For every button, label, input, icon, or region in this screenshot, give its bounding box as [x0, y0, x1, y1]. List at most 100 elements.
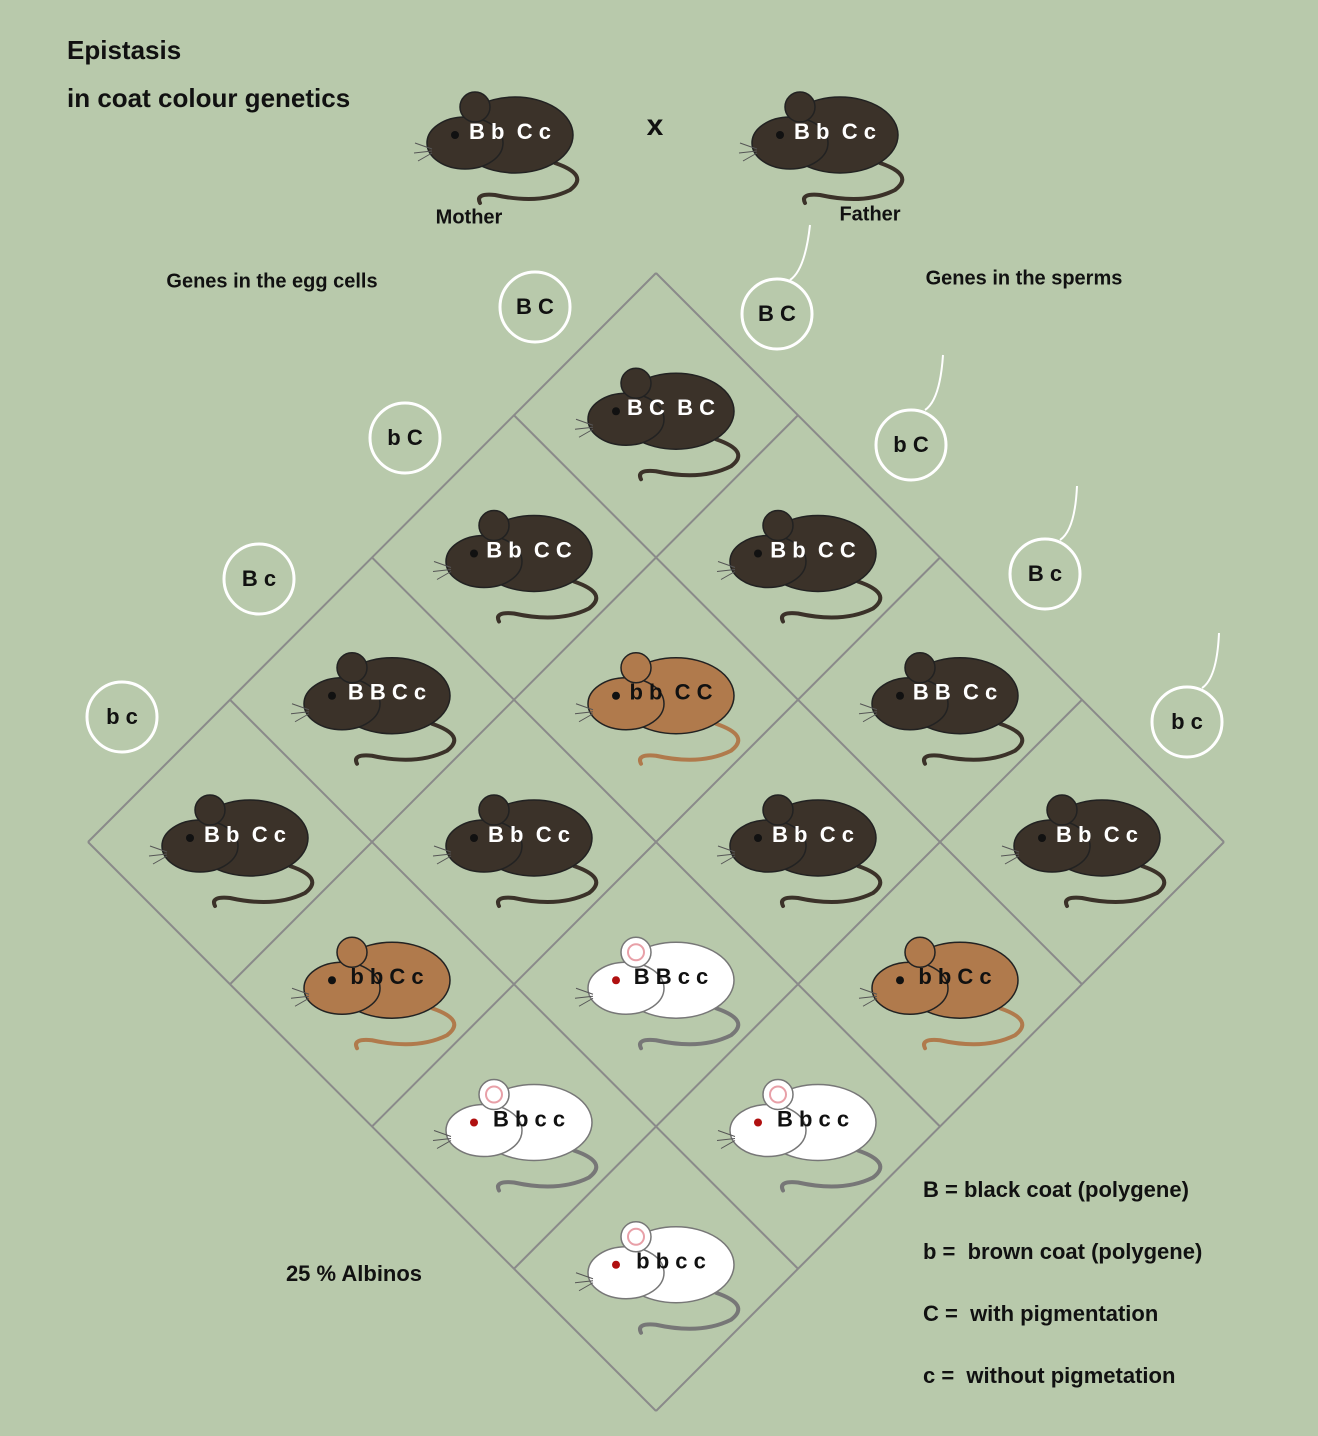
gamete-cell — [222, 542, 296, 616]
mouse-ear — [904, 652, 936, 684]
mouse-ear — [336, 936, 368, 968]
mouse-whiskers — [738, 142, 758, 162]
mouse-whiskers — [148, 845, 168, 865]
mouse-ear-inner — [627, 1227, 645, 1246]
sperm-tail — [924, 354, 944, 411]
genotype: B C B C — [627, 395, 715, 420]
genotype: B b C c — [1056, 822, 1138, 847]
gamete-genes: b c — [106, 704, 138, 729]
mouse-tail — [780, 864, 883, 908]
genotype: b b c c — [636, 1249, 706, 1274]
egg-label: Genes in the egg cells — [166, 270, 377, 292]
offspring-mouse: b b C c — [858, 936, 1025, 1051]
legend-item: B = black coat (polygene) — [923, 1177, 1189, 1202]
offspring-mouse: B b c c — [432, 1078, 599, 1193]
mouse-ear-inner — [485, 1085, 503, 1104]
mouse-eye — [612, 691, 620, 700]
father-mouse: B b C c — [738, 91, 905, 205]
genotype: B b C C — [770, 537, 856, 562]
mouse-eye — [328, 976, 336, 985]
gamete-cell — [368, 401, 442, 475]
genotype: b b C c — [918, 964, 991, 989]
offspring-mouse: B b C c — [148, 794, 315, 908]
mouse-whiskers — [413, 142, 433, 162]
gamete-cell — [85, 680, 159, 754]
mouse-eye — [754, 834, 762, 842]
sperm-tail — [1201, 632, 1220, 689]
offspring-mouse: B C B C — [574, 367, 741, 482]
gamete-genes: b C — [387, 425, 423, 450]
grid-line — [229, 699, 799, 1270]
mouse-tail — [354, 721, 457, 766]
mouse-ear — [620, 367, 652, 399]
gamete-genes: B c — [1028, 561, 1062, 586]
gamete-cell — [1008, 537, 1082, 611]
mouse-tail — [1064, 864, 1167, 908]
mouse-tail — [638, 1006, 741, 1051]
mouse-eye — [470, 1118, 478, 1127]
genotype: B b C c — [794, 119, 876, 144]
gamete-genes: b c — [1171, 709, 1203, 734]
mouse-whiskers — [1000, 845, 1020, 865]
mouse-tail — [780, 579, 883, 624]
mouse-tail — [496, 864, 599, 908]
mouse-eye — [451, 131, 459, 139]
gamete-cell — [1150, 685, 1224, 759]
sperm-tail — [789, 224, 811, 281]
mouse-ear — [904, 936, 936, 968]
mouse-ear — [762, 794, 794, 826]
father-label: Father — [839, 203, 900, 225]
mouse-whiskers — [858, 987, 878, 1007]
genotype: B b C c — [772, 822, 854, 847]
genotype: B b c c — [493, 1106, 565, 1131]
mouse-tail — [802, 161, 905, 205]
offspring-mouse: B B C c — [858, 652, 1025, 766]
mouse-ear — [478, 509, 510, 542]
mouse-eye — [470, 549, 478, 558]
albino-note: 25 % Albinos — [286, 1261, 422, 1286]
mouse-whiskers — [574, 987, 594, 1007]
mouse-eye — [1038, 834, 1046, 842]
legend-item: b = brown coat (polygene) — [923, 1239, 1202, 1264]
offspring-mouse: B b C c — [716, 794, 883, 908]
mouse-tail — [922, 721, 1025, 766]
genotype: b b C c — [350, 964, 423, 989]
cross-sign: x — [647, 109, 664, 142]
mouse-eye — [896, 976, 904, 985]
offspring-mouse: B b C C — [432, 509, 599, 624]
mouse-eye — [328, 691, 336, 700]
mouse-ear-inner — [769, 1085, 787, 1104]
mouse-tail — [638, 721, 741, 766]
subtitle: in coat colour genetics — [67, 83, 350, 113]
grid-line — [87, 841, 657, 1412]
gamete-genes: B C — [516, 294, 554, 319]
mouse-ear — [478, 1078, 510, 1111]
grid-line — [513, 699, 1083, 1270]
mouse-eye — [776, 131, 784, 139]
genotype: b b C C — [629, 680, 712, 705]
offspring-mouse: B b C C — [716, 509, 883, 624]
gamete-genes: B C — [758, 301, 796, 326]
mouse-whiskers — [432, 845, 452, 865]
mouse-ear — [459, 91, 491, 123]
offspring-mouse: b b c c — [574, 1221, 741, 1335]
genotype: B b C c — [204, 822, 286, 847]
mother-mouse: B b C c — [413, 91, 580, 205]
mouse-whiskers — [290, 987, 310, 1007]
mouse-eye — [470, 834, 478, 842]
genotype: B b C C — [486, 537, 572, 562]
genotype: B B c c — [634, 964, 709, 989]
offspring-mouse: B b C c — [1000, 794, 1167, 908]
offspring-mouse: b b C c — [290, 936, 457, 1051]
offspring-mouse: b b C C — [574, 652, 741, 766]
mouse-tail — [496, 1148, 599, 1193]
mouse-tail — [638, 1290, 741, 1335]
offspring-mouse: B B c c — [574, 936, 741, 1051]
genotype: B b c c — [777, 1106, 849, 1131]
mouse-eye — [612, 1260, 620, 1269]
mouse-eye — [754, 549, 762, 558]
offspring-mouse: B B C c — [290, 652, 457, 766]
gamete-genes: B c — [242, 566, 276, 591]
mouse-ear — [1046, 794, 1078, 826]
